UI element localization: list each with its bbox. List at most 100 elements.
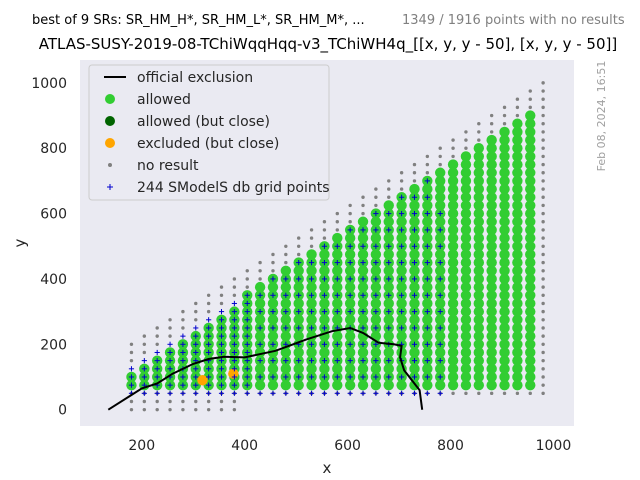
grid-point — [399, 276, 405, 282]
allowed-point — [486, 241, 497, 252]
allowed-point — [370, 232, 382, 244]
allowed-point — [499, 192, 510, 203]
grid-point — [193, 325, 199, 331]
allowed-point — [525, 224, 536, 236]
allowed-point — [422, 314, 433, 325]
grid-point — [296, 374, 302, 380]
allowed-point — [512, 298, 523, 309]
grid-point — [193, 390, 199, 396]
grid-point — [180, 341, 186, 347]
allowed-point — [486, 347, 497, 358]
grid-point — [399, 390, 405, 396]
no-result-point — [541, 326, 545, 330]
grid-point — [321, 358, 328, 364]
grid-point — [154, 366, 160, 372]
grid-point — [244, 300, 250, 307]
allowed-point — [447, 216, 459, 227]
allowed-point — [370, 249, 382, 260]
allowed-point — [525, 192, 536, 203]
legend-entry: 244 SModelS db grid points — [107, 180, 330, 196]
allowed-point — [525, 143, 536, 154]
no-result-point — [541, 146, 545, 150]
allowed-point — [486, 159, 497, 170]
allowed-point — [499, 216, 510, 227]
allowed-point — [525, 200, 536, 211]
allowed-point — [370, 298, 382, 309]
allowed-point — [409, 216, 420, 227]
grid-point — [424, 210, 430, 217]
no-result-point — [425, 162, 430, 167]
no-result-point — [271, 260, 275, 265]
no-result-point — [271, 269, 275, 273]
allowed-point — [383, 200, 394, 211]
no-result-point — [489, 113, 494, 118]
allowed-point — [486, 379, 497, 391]
grid-point — [399, 210, 405, 217]
no-result-point — [374, 187, 378, 191]
grid-point — [437, 292, 443, 298]
allowed-point — [332, 298, 343, 309]
no-result-point — [464, 130, 468, 134]
no-result-point — [296, 252, 301, 257]
grid-point — [424, 178, 430, 184]
allowed-point — [254, 298, 266, 309]
allowed-point — [512, 143, 523, 154]
allowed-point — [293, 347, 304, 358]
grid-point — [141, 374, 147, 380]
allowed-point — [422, 281, 433, 293]
no-result-point — [438, 154, 442, 159]
grid-point — [154, 349, 160, 356]
grid-point — [373, 374, 379, 380]
grid-point — [437, 390, 443, 396]
no-result-point — [129, 407, 134, 412]
allowed-point — [473, 216, 485, 227]
grid-point — [373, 341, 379, 347]
allowed-point — [319, 265, 330, 276]
allowed-point — [447, 347, 459, 358]
allowed-point — [512, 314, 523, 325]
allowed-point — [486, 371, 497, 383]
allowed-point — [473, 314, 485, 325]
grid-point — [334, 292, 340, 298]
allowed-point — [473, 298, 485, 309]
allowed-point — [293, 281, 304, 293]
grid-point — [424, 194, 430, 200]
allowed-point — [357, 249, 369, 260]
allowed-point — [460, 314, 472, 325]
y-tick-label: 0 — [58, 403, 67, 419]
allowed-point — [409, 281, 420, 293]
no-result-point — [438, 162, 442, 167]
grid-point — [308, 276, 315, 282]
grid-point — [321, 309, 328, 315]
allowed-point — [447, 241, 459, 252]
allowed-point — [447, 175, 459, 187]
data-marks — [126, 81, 545, 412]
grid-point — [244, 390, 250, 396]
grid-point — [193, 366, 199, 372]
allowed-point — [473, 339, 485, 350]
grid-point — [373, 390, 379, 396]
allowed-point — [486, 192, 497, 203]
official-exclusion-curve — [107, 326, 424, 411]
allowed-point — [383, 216, 394, 227]
grid-point — [167, 366, 173, 372]
grid-point — [386, 374, 392, 380]
grid-point — [347, 309, 353, 315]
allowed-point — [512, 200, 523, 211]
legend-label: no result — [137, 158, 199, 174]
allowed-point — [486, 249, 497, 260]
allowed-point — [344, 281, 356, 293]
allowed-point — [306, 347, 317, 358]
grid-point — [386, 358, 392, 364]
grid-point — [437, 243, 443, 249]
allowed-point — [332, 379, 343, 391]
grid-point — [411, 358, 418, 364]
grid-point — [154, 390, 160, 396]
no-result-count-note: 1349 / 1916 points with no results — [402, 13, 625, 28]
allowed-point — [525, 232, 536, 244]
no-result-point — [284, 244, 288, 248]
allowed-point — [473, 355, 485, 366]
no-result-point — [206, 407, 211, 412]
allowed-point — [499, 330, 510, 342]
